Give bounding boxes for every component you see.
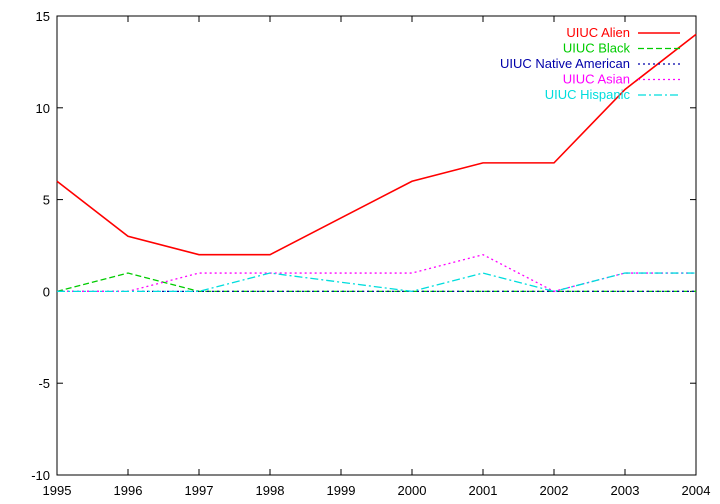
y-tick-label: 10 <box>36 101 50 116</box>
y-tick-label: 15 <box>36 9 50 24</box>
series-line-uiuc-alien <box>56 33 697 256</box>
series-line-uiuc-hispanic <box>57 272 696 293</box>
axis-ticks: 1995 1996 1997 1998 1999 2000 2001 2002 2003 2004… <box>31 9 710 498</box>
series-line-uiuc-black <box>56 272 696 293</box>
x-tick-label: 2001 <box>469 483 498 498</box>
legend-label: UIUC Black <box>563 41 631 56</box>
legend-label: UIUC Alien <box>566 25 630 40</box>
y-tick-label: -5 <box>38 376 50 391</box>
legend-label: UIUC Native American <box>500 56 630 71</box>
y-tick-label: -10 <box>31 468 50 483</box>
x-tick-label: 1998 <box>256 483 285 498</box>
x-tick-label: 1997 <box>185 483 214 498</box>
series-lines <box>56 33 697 293</box>
x-tick-label: 2002 <box>540 483 569 498</box>
plot-frame <box>56 15 697 476</box>
x-tick-label: 2000 <box>398 483 427 498</box>
x-tick-label: 1996 <box>114 483 143 498</box>
y-tick-label: 5 <box>43 193 50 208</box>
legend-label: UIUC Asian <box>563 72 630 87</box>
x-tick-label: 2004 <box>682 483 711 498</box>
y-tick-label: 0 <box>43 284 50 299</box>
x-tick-label: 1999 <box>327 483 356 498</box>
x-tick-label: 2003 <box>611 483 640 498</box>
legend-label: UIUC Hispanic <box>545 87 631 102</box>
x-tick-label: 1995 <box>43 483 72 498</box>
series-line-uiuc-asian <box>57 253 696 293</box>
